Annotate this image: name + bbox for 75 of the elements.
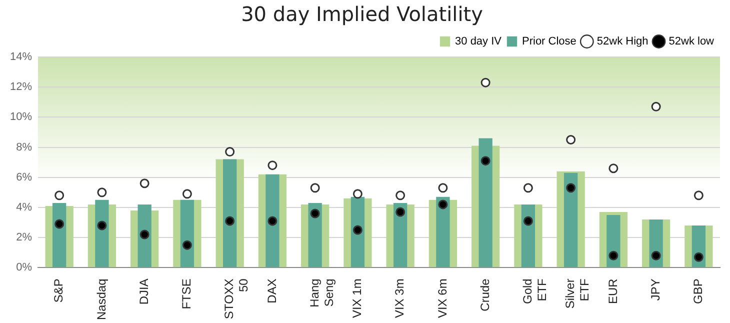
point: [438, 200, 448, 210]
point: [566, 135, 576, 144]
bar: [138, 204, 152, 268]
legend-label: Prior Close: [522, 36, 576, 48]
point: [310, 183, 320, 193]
x-tick-label: FTSE: [180, 278, 194, 310]
x-tick-label: DAX: [264, 278, 279, 304]
chart-title: 30 day Implied Volatility: [241, 2, 484, 26]
y-tick-label: 0%: [16, 262, 32, 274]
point: [651, 250, 661, 260]
point: [523, 183, 533, 193]
point: [608, 250, 618, 260]
x-tick-label: Gold ETF: [520, 278, 549, 304]
point: [140, 178, 150, 188]
point: [352, 189, 362, 199]
x-tick-label: GBP: [691, 278, 705, 304]
point: [268, 216, 278, 226]
point: [480, 78, 490, 88]
bar: [52, 202, 66, 268]
legend-label: 52wk High: [596, 36, 648, 48]
point: [97, 188, 107, 198]
point: [54, 190, 64, 200]
bar: [564, 172, 578, 268]
bar: [521, 204, 536, 268]
bar: [436, 196, 450, 268]
bar: [350, 196, 365, 268]
y-tick-label: 2%: [16, 232, 32, 244]
point: [396, 190, 406, 200]
point: [140, 230, 150, 240]
point: [694, 190, 704, 200]
legend-label: 30 day IV: [455, 36, 502, 48]
point: [268, 160, 278, 170]
x-tick-label: VIX 1m: [350, 278, 364, 318]
y-tick-label: 14%: [10, 51, 32, 64]
bar: [606, 214, 620, 268]
point: [651, 102, 661, 112]
point: [608, 164, 618, 174]
point: [182, 189, 192, 199]
x-tick-label: EUR: [606, 278, 620, 304]
x-tick-label: S&P: [52, 278, 66, 303]
x-tick-label: STOXX 50: [222, 278, 251, 320]
bar: [308, 202, 322, 268]
point: [54, 219, 64, 229]
x-tick-label: VIX 6m: [435, 278, 450, 318]
point: [310, 208, 320, 218]
point: [480, 156, 490, 166]
x-tick-label: DJIA: [136, 278, 151, 305]
point: [352, 225, 362, 235]
x-tick-label: Nasdaq: [94, 278, 108, 320]
y-tick-label: 6%: [16, 171, 32, 184]
point: [438, 183, 448, 193]
x-tick-label: Silver ETF: [563, 278, 592, 309]
x-tick-label: JPY: [648, 278, 662, 301]
bar: [223, 159, 237, 268]
y-tick-label: 12%: [10, 81, 32, 94]
x-tick-label: Crude: [478, 278, 492, 312]
y-tick-label: 8%: [16, 141, 32, 154]
point: [225, 147, 235, 157]
point: [396, 207, 406, 217]
point: [225, 216, 235, 226]
bar: [266, 174, 280, 268]
bar: [394, 202, 408, 268]
point: [97, 220, 107, 230]
bar: [180, 200, 194, 268]
point: [566, 183, 576, 193]
point: [694, 252, 704, 262]
bar: [478, 138, 492, 268]
point: [182, 240, 192, 250]
bar: [95, 200, 109, 268]
point: [523, 216, 533, 226]
y-tick-label: 10%: [10, 111, 32, 124]
y-tick-label: 4%: [16, 201, 32, 214]
x-tick-label: Hang Seng: [307, 278, 336, 308]
legend-label: 52wk low: [668, 36, 714, 48]
x-tick-label: VIX 3m: [392, 278, 407, 318]
